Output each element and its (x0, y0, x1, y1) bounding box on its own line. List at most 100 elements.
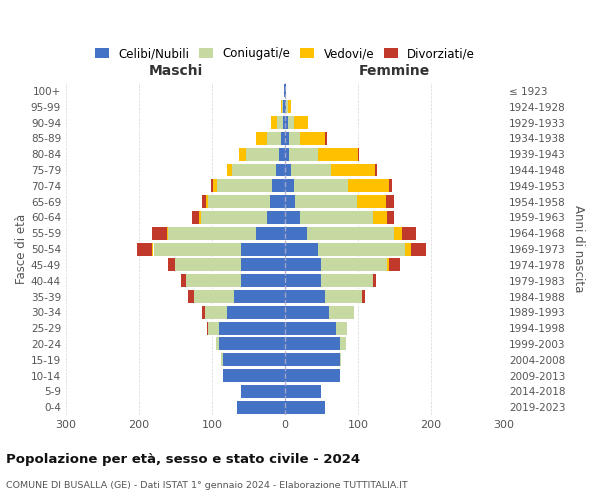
Bar (277, 116, 283, 129)
Bar (283, 116, 285, 129)
Bar (137, 242, 152, 256)
Bar (276, 164, 285, 176)
Bar (246, 148, 279, 160)
Bar (394, 227, 402, 239)
Bar (299, 132, 325, 145)
Bar (349, 180, 389, 192)
Bar (192, 211, 199, 224)
Y-axis label: Fasce di età: Fasce di età (15, 214, 28, 284)
Bar (293, 116, 308, 129)
Bar (291, 164, 331, 176)
Bar (411, 242, 426, 256)
Bar (221, 354, 223, 366)
Bar (202, 195, 206, 208)
Bar (241, 274, 285, 287)
Bar (211, 180, 214, 192)
Bar (386, 195, 394, 208)
Bar (167, 227, 168, 239)
Bar (285, 274, 322, 287)
Bar (285, 306, 329, 319)
Bar (202, 306, 205, 319)
Bar (201, 211, 266, 224)
Bar (285, 211, 299, 224)
Bar (375, 164, 377, 176)
Bar (285, 148, 289, 160)
Bar (285, 100, 286, 113)
Bar (241, 258, 285, 272)
Bar (271, 195, 285, 208)
Bar (322, 274, 373, 287)
Bar (373, 211, 387, 224)
Bar (181, 274, 187, 287)
Bar (285, 195, 295, 208)
Bar (227, 306, 285, 319)
Bar (389, 258, 400, 272)
Bar (232, 164, 276, 176)
Bar (194, 290, 234, 303)
Bar (206, 195, 208, 208)
Bar (318, 242, 406, 256)
Bar (188, 290, 194, 303)
Text: Maschi: Maschi (148, 64, 203, 78)
Bar (322, 258, 387, 272)
Bar (373, 274, 376, 287)
Bar (266, 211, 285, 224)
Y-axis label: Anni di nascita: Anni di nascita (572, 206, 585, 293)
Bar (272, 180, 285, 192)
Bar (299, 211, 373, 224)
Bar (318, 148, 358, 160)
Bar (283, 100, 285, 113)
Bar (217, 180, 272, 192)
Bar (241, 242, 285, 256)
Bar (199, 211, 201, 224)
Bar (281, 132, 285, 145)
Bar (168, 258, 175, 272)
Bar (387, 258, 389, 272)
Bar (285, 400, 325, 413)
Bar (285, 258, 322, 272)
Bar (208, 195, 271, 208)
Bar (187, 274, 241, 287)
Bar (154, 242, 241, 256)
Bar (325, 290, 362, 303)
Bar (214, 180, 217, 192)
Text: Femmine: Femmine (359, 64, 430, 78)
Bar (336, 322, 347, 334)
Bar (285, 164, 291, 176)
Bar (239, 148, 246, 160)
Bar (208, 322, 219, 334)
Bar (329, 306, 354, 319)
Bar (266, 132, 281, 145)
Bar (285, 84, 286, 98)
Bar (215, 338, 219, 350)
Bar (219, 338, 285, 350)
Bar (234, 290, 285, 303)
Bar (289, 132, 299, 145)
Bar (387, 211, 394, 224)
Bar (285, 338, 340, 350)
Text: COMUNE DI BUSALLA (GE) - Dati ISTAT 1° gennaio 2024 - Elaborazione TUTTITALIA.IT: COMUNE DI BUSALLA (GE) - Dati ISTAT 1° g… (6, 480, 408, 490)
Bar (285, 290, 325, 303)
Bar (340, 338, 346, 350)
Bar (285, 242, 318, 256)
Bar (279, 148, 285, 160)
Bar (168, 227, 256, 239)
Bar (256, 227, 285, 239)
Bar (271, 116, 277, 129)
Bar (284, 84, 285, 98)
Bar (285, 132, 289, 145)
Bar (402, 227, 416, 239)
Bar (285, 227, 307, 239)
Bar (282, 100, 283, 113)
Bar (295, 195, 357, 208)
Bar (340, 354, 341, 366)
Legend: Celibi/Nubili, Coniugati/e, Vedovi/e, Divorziati/e: Celibi/Nubili, Coniugati/e, Vedovi/e, Di… (90, 42, 480, 65)
Bar (389, 180, 392, 192)
Bar (288, 100, 292, 113)
Bar (288, 116, 293, 129)
Bar (207, 322, 208, 334)
Bar (286, 100, 288, 113)
Bar (358, 148, 359, 160)
Text: Popolazione per età, sesso e stato civile - 2024: Popolazione per età, sesso e stato civil… (6, 452, 360, 466)
Bar (362, 290, 365, 303)
